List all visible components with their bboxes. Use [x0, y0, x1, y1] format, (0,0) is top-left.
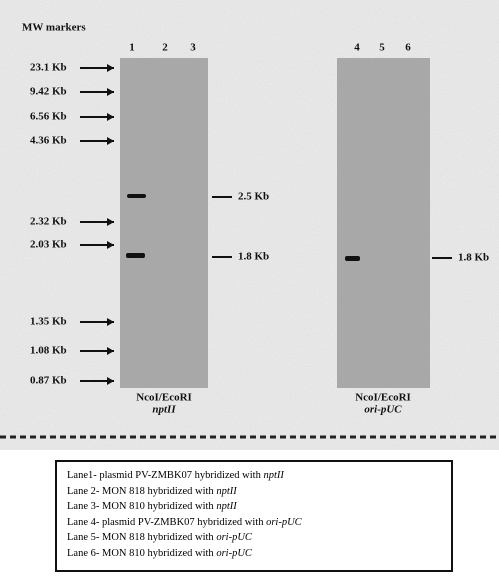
lane-number: 5	[379, 42, 385, 54]
lane-number: 3	[190, 42, 196, 54]
marker-label: 1.35 Kb	[30, 316, 67, 328]
band-label: 2.5 Kb	[238, 191, 269, 203]
band	[345, 256, 360, 261]
marker-label: 6.56 Kb	[30, 111, 67, 123]
legend-line: Lane 5- MON 818 hybridized with ori-pUC	[67, 530, 441, 546]
marker-label: 4.36 Kb	[30, 135, 67, 147]
legend-probe: nptII	[263, 470, 283, 481]
lane-number: 2	[162, 42, 168, 54]
lane-number: 4	[354, 42, 360, 54]
band-label: 1.8 Kb	[238, 251, 269, 263]
lane-number: 6	[405, 42, 411, 54]
marker-label: 9.42 Kb	[30, 86, 67, 98]
legend-line: Lane 4- plasmid PV-ZMBK07 hybridized wit…	[67, 515, 441, 531]
band	[127, 194, 146, 198]
marker-label: 0.87 Kb	[30, 375, 67, 387]
membrane-grain	[337, 58, 430, 388]
blot-probe: nptII	[152, 404, 176, 416]
legend-probe: ori-pUC	[216, 548, 252, 559]
legend-text: Lane 4- plasmid PV-ZMBK07 hybridized wit…	[67, 517, 266, 528]
blot-enzyme: NcoI/EcoRI	[136, 392, 192, 404]
mw-title: MW markers	[22, 22, 86, 34]
band	[126, 253, 145, 258]
legend-probe: ori-pUC	[266, 517, 302, 528]
legend-text: Lane 5- MON 818 hybridized with	[67, 532, 216, 543]
marker-label: 2.03 Kb	[30, 239, 67, 251]
legend-probe: nptII	[216, 501, 236, 512]
lane-number: 1	[129, 42, 135, 54]
legend-line: Lane 6- MON 810 hybridized with ori-pUC	[67, 546, 441, 562]
legend-line: Lane 2- MON 818 hybridized with nptII	[67, 484, 441, 500]
legend-text: Lane 6- MON 810 hybridized with	[67, 548, 216, 559]
blot-1	[120, 58, 208, 388]
blot-probe: ori-pUC	[364, 404, 402, 416]
band-label: 1.8 Kb	[458, 252, 489, 264]
legend-box: Lane1- plasmid PV-ZMBK07 hybridized with…	[55, 460, 453, 572]
legend-line: Lane1- plasmid PV-ZMBK07 hybridized with…	[67, 468, 441, 484]
membrane-grain	[120, 58, 208, 388]
page: MW markers 1 2 3 4 5 6 23.1 Kb 9.42 Kb 6.56 Kb 4.…	[0, 0, 499, 578]
blot-2	[337, 58, 430, 388]
legend-text: Lane1- plasmid PV-ZMBK07 hybridized with	[67, 470, 263, 481]
legend-probe: nptII	[216, 486, 236, 497]
blot-enzyme: NcoI/EcoRI	[355, 392, 411, 404]
legend-line: Lane 3- MON 810 hybridized with nptII	[67, 499, 441, 515]
legend-probe: ori-pUC	[216, 532, 252, 543]
marker-label: 2.32 Kb	[30, 216, 67, 228]
figure: MW markers 1 2 3 4 5 6 23.1 Kb 9.42 Kb 6.56 Kb 4.…	[0, 0, 499, 450]
marker-label: 23.1 Kb	[30, 62, 67, 74]
legend-text: Lane 2- MON 818 hybridized with	[67, 486, 216, 497]
legend-text: Lane 3- MON 810 hybridized with	[67, 501, 216, 512]
marker-label: 1.08 Kb	[30, 345, 67, 357]
